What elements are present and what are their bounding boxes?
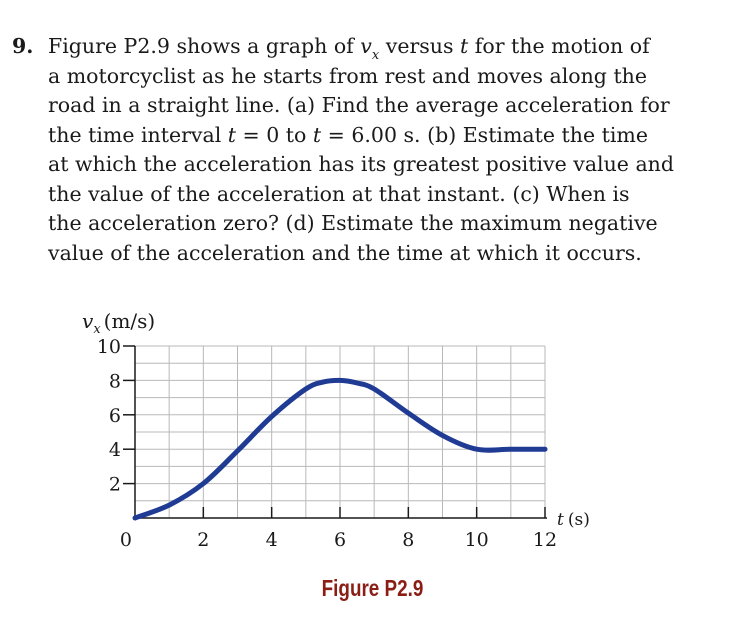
- tick-labels: 2 4 6 8 10 0 2 4 6 8 10 12: [97, 336, 557, 551]
- y-tick-label: 10: [97, 336, 121, 358]
- x-tick-label: 10: [465, 529, 489, 551]
- problem-number: 9.: [12, 34, 34, 58]
- problem-text: Figure P2.9 shows a graph of: [48, 34, 361, 58]
- problem-line-6: the value of the acceleration at that in…: [48, 181, 630, 206]
- problem-line-1: 9. Figure P2.9 shows a graph of vx versus…: [12, 32, 692, 63]
- y-tick-label: 4: [109, 439, 121, 461]
- velocity-time-graph: 2 4 6 8 10 0 2 4 6 8 10 12 vx (m/s) t (s): [82, 309, 590, 551]
- problem-text: = 0 to: [236, 122, 313, 147]
- x-tick-label: 6: [334, 529, 346, 551]
- problem-line-2: a motorcyclist as he starts from rest an…: [48, 63, 648, 88]
- x-tick-label: 0: [120, 529, 132, 551]
- x-tick-label: 12: [533, 529, 557, 551]
- problem-line-4: the time interval t = 0 to t = 6.00 s. (…: [12, 121, 692, 151]
- problem-text: versus: [379, 34, 461, 58]
- time-symbol: t: [460, 34, 469, 58]
- chart-grid: [135, 345, 546, 518]
- x-axis-label: t (s): [557, 510, 590, 530]
- problem-line-7: the acceleration zero? (d) Estimate the …: [48, 211, 658, 235]
- problem-line-5: at which the acceleration has its greate…: [48, 152, 674, 176]
- y-axis-label: vx (m/s): [82, 309, 155, 337]
- problem-statement: 9. Figure P2.9 shows a graph of vx versus…: [12, 32, 692, 268]
- problem-text: = 6.00 s. (b) Estimate the time: [321, 122, 648, 147]
- velocity-subscript: x: [371, 48, 380, 63]
- problem-line-3: road in a straight line. (a) Find the av…: [48, 93, 670, 117]
- problem-line-8: value of the acceleration and the time a…: [48, 240, 642, 265]
- problem-text: the time interval: [48, 122, 228, 147]
- time-symbol: t: [227, 122, 237, 147]
- x-tick-label: 2: [197, 529, 209, 551]
- velocity-curve: [132, 377, 548, 521]
- velocity-symbol: v: [360, 34, 372, 58]
- chart-axes: [123, 345, 547, 519]
- problem-text: for the motion of: [468, 34, 650, 58]
- x-tick-label: 4: [266, 529, 278, 551]
- y-tick-label: 2: [109, 474, 121, 496]
- y-tick-label: 8: [109, 370, 121, 392]
- time-symbol: t: [312, 122, 322, 147]
- y-tick-label: 6: [109, 405, 121, 427]
- figure-caption: Figure P2.9: [321, 575, 424, 601]
- x-tick-label: 8: [402, 529, 414, 551]
